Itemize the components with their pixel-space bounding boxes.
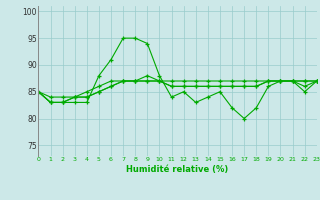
X-axis label: Humidité relative (%): Humidité relative (%) [126, 165, 229, 174]
